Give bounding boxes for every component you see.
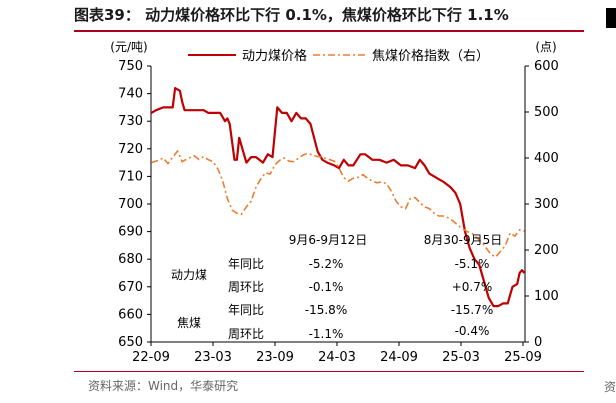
edge-clipped-text: 资 — [604, 380, 616, 394]
y-right-tick-label: 600 — [534, 59, 559, 74]
legend-label-thermal-coal: 动力煤价格 — [242, 48, 307, 64]
table-value: +0.7% — [452, 280, 493, 294]
x-tick-label: 22-09 — [132, 350, 170, 365]
table-value: -15.7% — [451, 303, 493, 317]
y-right-tick-label: 100 — [534, 289, 559, 304]
y-right-unit: (点) — [535, 40, 556, 54]
x-tick-label: 25-03 — [442, 350, 480, 365]
source-note: 资料来源：Wind，华泰研究 — [88, 379, 239, 393]
y-left-tick-label: 700 — [118, 197, 143, 212]
table-metric-yoy: 年同比 — [228, 303, 264, 317]
table-group-coking-coal: 焦煤 — [177, 316, 201, 330]
y-left-tick-label: 750 — [118, 59, 143, 74]
y-right-tick-label: 200 — [534, 243, 559, 258]
table-group-thermal-coal: 动力煤 — [171, 268, 207, 282]
y-left-tick-label: 690 — [118, 225, 143, 240]
y-left-tick-label: 740 — [118, 87, 143, 102]
table-value: -5.2% — [309, 257, 344, 271]
series-coking-coal-line — [151, 149, 525, 258]
legend-label-coking-coal: 焦煤价格指数（右） — [372, 48, 489, 64]
table-value: -15.8% — [305, 303, 347, 317]
y-left-unit: (元/吨) — [110, 40, 147, 54]
table-metric-yoy: 年同比 — [228, 257, 264, 271]
x-tick-label: 23-03 — [194, 350, 232, 365]
title-rule — [74, 30, 584, 32]
y-right-tick-label: 400 — [534, 151, 559, 166]
y-left-tick-label: 660 — [118, 307, 143, 322]
table-header-current: 9月6-9月12日 — [289, 233, 368, 247]
table-value: -5.1% — [455, 257, 490, 271]
y-left-tick-label: 710 — [118, 169, 143, 184]
y-right-tick-label: 500 — [534, 105, 559, 120]
table-metric-wow: 周环比 — [228, 327, 264, 341]
y-left-tick-label: 650 — [118, 335, 143, 350]
x-tick-label: 23-09 — [256, 350, 294, 365]
legend: 动力煤价格 焦煤价格指数（右） — [188, 48, 489, 64]
figure-title: 图表39： 动力煤价格环比下行 0.1%，焦煤价格环比下行 1.1% — [74, 6, 509, 24]
x-tick-label: 24-09 — [380, 350, 418, 365]
y-right-tick-label: 300 — [534, 197, 559, 212]
y-left-tick-label: 680 — [118, 252, 143, 267]
edge-clipped-mark — [606, 8, 616, 28]
y-left-tick-label: 670 — [118, 280, 143, 295]
source-rule — [74, 371, 584, 372]
series-group — [150, 87, 526, 308]
table-value: -0.4% — [455, 324, 490, 338]
table-metric-wow: 周环比 — [228, 280, 264, 294]
annotation-table: 9月6-9月12日 8月30-9月5日 动力煤 年同比 -5.2% -5.1% … — [171, 233, 502, 341]
y-left-tick-label: 730 — [118, 114, 143, 129]
table-value: -1.1% — [309, 327, 344, 341]
table-value: -0.1% — [309, 280, 344, 294]
y-left-tick-label: 720 — [118, 142, 143, 157]
x-tick-label: 24-03 — [318, 350, 356, 365]
table-header-previous: 8月30-9月5日 — [424, 233, 503, 247]
series-thermal-coal-line — [150, 87, 526, 308]
axes-group: 650 660 670 680 690 700 710 720 730 740 750 0 100 200… — [118, 59, 559, 365]
y-right-tick-label: 0 — [534, 335, 542, 350]
x-tick-label: 25-09 — [504, 350, 542, 365]
